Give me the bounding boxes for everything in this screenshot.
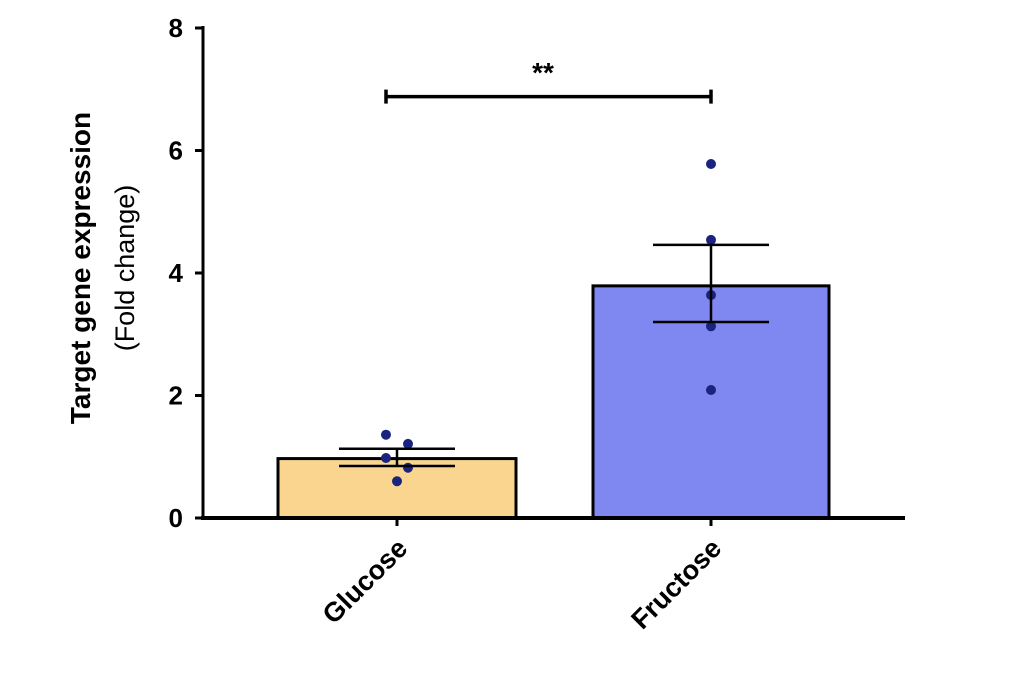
data-point: [706, 234, 716, 245]
y-tick-label: 0: [169, 503, 183, 533]
data-point: [381, 429, 391, 440]
data-point: [706, 158, 716, 169]
x-tick-label-glucose: Glucose: [317, 533, 414, 630]
data-point: [392, 476, 402, 487]
y-tick-label: 8: [169, 13, 183, 43]
data-point: [403, 438, 413, 449]
y-tick-label: 4: [169, 258, 184, 288]
bar-glucose: [276, 457, 518, 520]
x-tick-label-fructose: Fructose: [625, 533, 727, 635]
y-axis-sublabel: (Fold change): [110, 185, 140, 352]
y-tick-label: 6: [169, 136, 183, 166]
data-point: [403, 462, 413, 473]
y-tick-label: 2: [169, 381, 183, 411]
significance-label: **: [532, 57, 554, 88]
data-point: [706, 384, 716, 395]
data-point: [381, 452, 391, 463]
y-axis-label: Target gene expression: [65, 112, 96, 424]
data-point: [706, 321, 716, 332]
